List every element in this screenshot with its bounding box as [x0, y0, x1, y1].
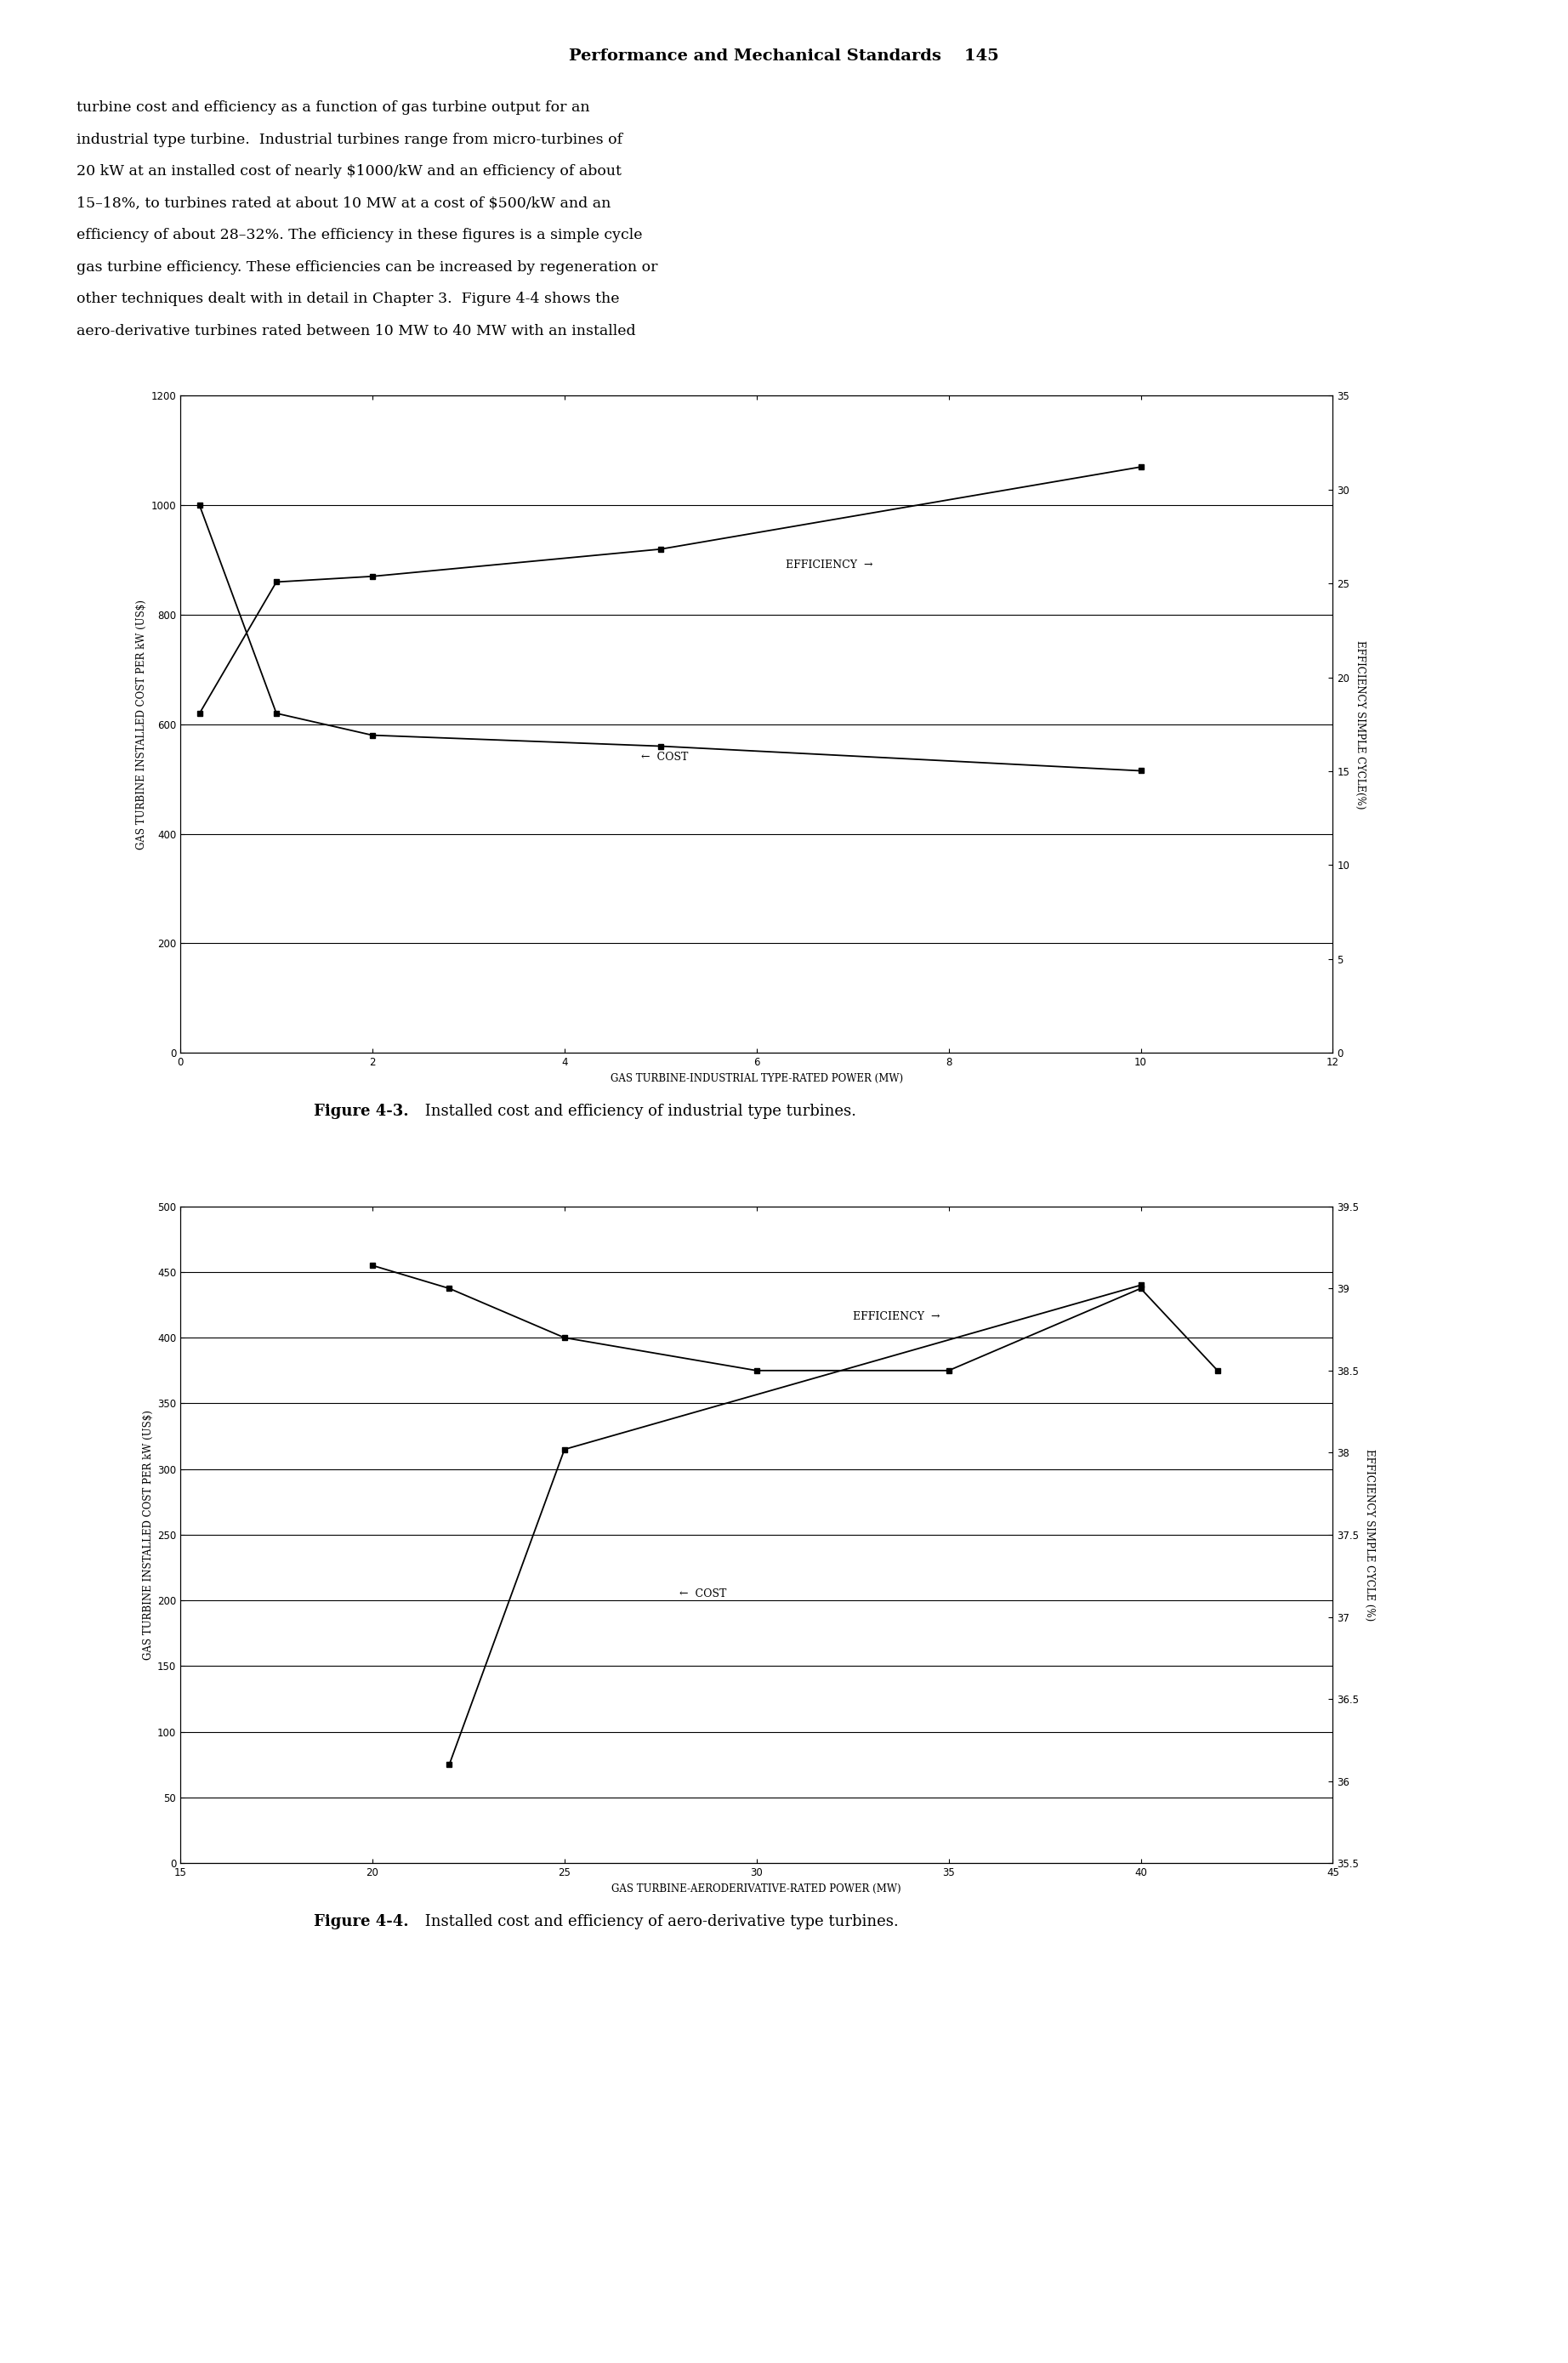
X-axis label: GAS TURBINE-AERODERIVATIVE-RATED POWER (MW): GAS TURBINE-AERODERIVATIVE-RATED POWER (… [612, 1883, 902, 1895]
Text: Figure 4-3.: Figure 4-3. [314, 1104, 409, 1118]
Y-axis label: GAS TURBINE INSTALLED COST PER kW (US$): GAS TURBINE INSTALLED COST PER kW (US$) [136, 600, 147, 848]
Text: industrial type turbine.  Industrial turbines range from micro-turbines of: industrial type turbine. Industrial turb… [77, 132, 622, 147]
Text: Installed cost and efficiency of industrial type turbines.: Installed cost and efficiency of industr… [420, 1104, 856, 1118]
Text: Figure 4-4.: Figure 4-4. [314, 1914, 409, 1928]
Text: efficiency of about 28–32%. The efficiency in these figures is a simple cycle: efficiency of about 28–32%. The efficien… [77, 229, 643, 243]
Text: other techniques dealt with in detail in Chapter 3.  Figure 4-4 shows the: other techniques dealt with in detail in… [77, 291, 619, 307]
Text: EFFICIENCY  →: EFFICIENCY → [853, 1311, 939, 1321]
Text: Performance and Mechanical Standards    145: Performance and Mechanical Standards 145 [569, 47, 999, 64]
Y-axis label: EFFICIENCY SIMPLE CYCLE(%): EFFICIENCY SIMPLE CYCLE(%) [1355, 640, 1366, 808]
Text: turbine cost and efficiency as a function of gas turbine output for an: turbine cost and efficiency as a functio… [77, 102, 590, 116]
Text: 15–18%, to turbines rated at about 10 MW at a cost of $500/kW and an: 15–18%, to turbines rated at about 10 MW… [77, 196, 612, 210]
X-axis label: GAS TURBINE-INDUSTRIAL TYPE-RATED POWER (MW): GAS TURBINE-INDUSTRIAL TYPE-RATED POWER … [610, 1073, 903, 1085]
Text: ←  COST: ← COST [679, 1588, 728, 1600]
Text: 20 kW at an installed cost of nearly $1000/kW and an efficiency of about: 20 kW at an installed cost of nearly $10… [77, 165, 622, 180]
Text: Installed cost and efficiency of aero-derivative type turbines.: Installed cost and efficiency of aero-de… [420, 1914, 898, 1928]
Y-axis label: EFFICIENCY SIMPLE CYCLE (%): EFFICIENCY SIMPLE CYCLE (%) [1364, 1449, 1375, 1621]
Y-axis label: GAS TURBINE INSTALLED COST PER kW (US$): GAS TURBINE INSTALLED COST PER kW (US$) [143, 1411, 154, 1659]
Text: EFFICIENCY  →: EFFICIENCY → [786, 560, 872, 569]
Text: ←  COST: ← COST [641, 751, 688, 763]
Text: aero-derivative turbines rated between 10 MW to 40 MW with an installed: aero-derivative turbines rated between 1… [77, 324, 637, 338]
Text: gas turbine efficiency. These efficiencies can be increased by regeneration or: gas turbine efficiency. These efficienci… [77, 260, 659, 274]
